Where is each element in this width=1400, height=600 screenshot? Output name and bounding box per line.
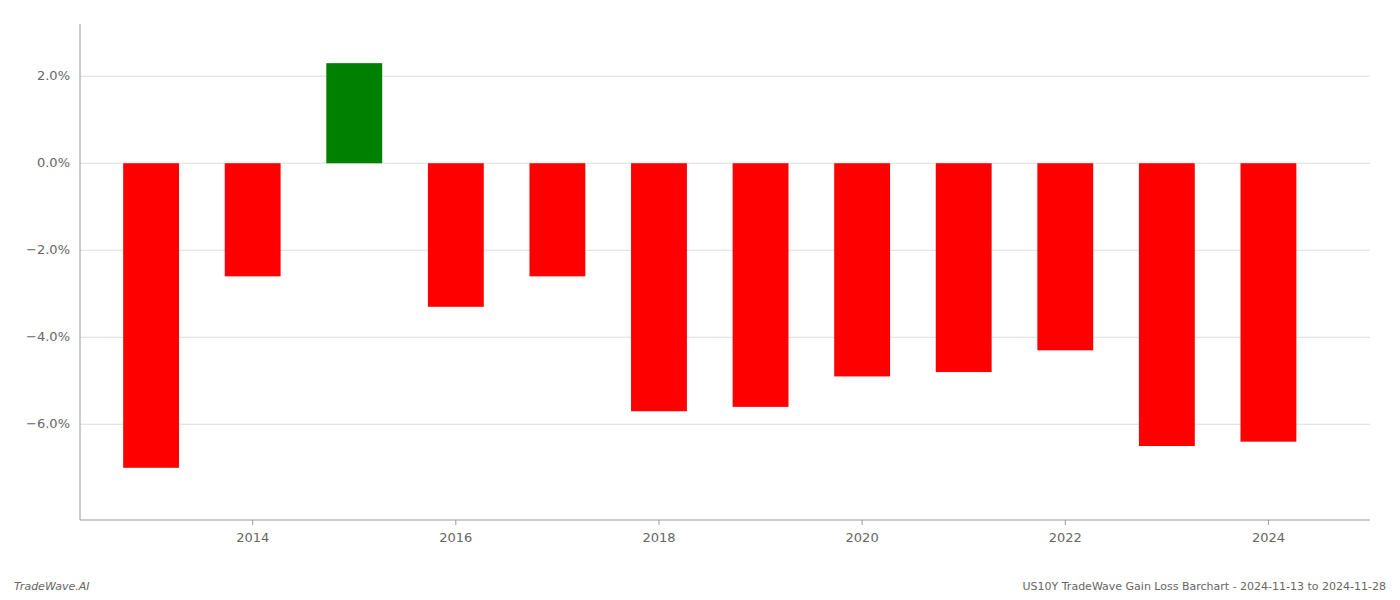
x-tick: [658, 520, 659, 525]
x-tick: [1065, 520, 1066, 525]
x-tick: [862, 520, 863, 525]
bar: [1139, 163, 1195, 446]
chart-svg: −6.0%−4.0%−2.0%0.0%2.0%20142016201820202…: [0, 0, 1400, 600]
y-axis-line: [80, 24, 81, 520]
bar: [225, 163, 281, 276]
x-tick-label: 2016: [439, 530, 472, 545]
bars: [123, 63, 1296, 468]
y-tick-label: 0.0%: [37, 155, 70, 170]
y-tick-label: 2.0%: [37, 68, 70, 83]
y-tick-label: −2.0%: [26, 242, 70, 257]
bar: [1037, 163, 1093, 350]
x-tick: [252, 520, 253, 525]
footer-left: TradeWave.AI: [14, 580, 89, 593]
x-tick: [1268, 520, 1269, 525]
bar: [428, 163, 484, 307]
bar: [631, 163, 687, 411]
y-tick-label: −4.0%: [26, 329, 70, 344]
x-tick-label: 2020: [846, 530, 879, 545]
chart-container: −6.0%−4.0%−2.0%0.0%2.0%20142016201820202…: [0, 0, 1400, 600]
bar: [123, 163, 179, 468]
x-tick-label: 2024: [1252, 530, 1285, 545]
x-tick-label: 2022: [1049, 530, 1082, 545]
grid-line: [80, 76, 1370, 77]
y-tick-label: −6.0%: [26, 416, 70, 431]
x-ticks: 2014 2016 2018 2020 2022 2024: [236, 520, 1285, 545]
footer-right: US10Y TradeWave Gain Loss Barchart - 202…: [1023, 580, 1386, 593]
bar: [326, 63, 382, 163]
bar: [1240, 163, 1296, 441]
bar: [529, 163, 585, 276]
bar: [733, 163, 789, 407]
x-tick-label: 2018: [642, 530, 675, 545]
bar: [936, 163, 992, 372]
y-tick-labels: −6.0% −4.0% −2.0% 0.0% 2.0%: [26, 68, 70, 431]
x-tick-label: 2014: [236, 530, 269, 545]
x-tick: [455, 520, 456, 525]
bar: [834, 163, 890, 376]
x-axis-line: [80, 520, 1370, 521]
